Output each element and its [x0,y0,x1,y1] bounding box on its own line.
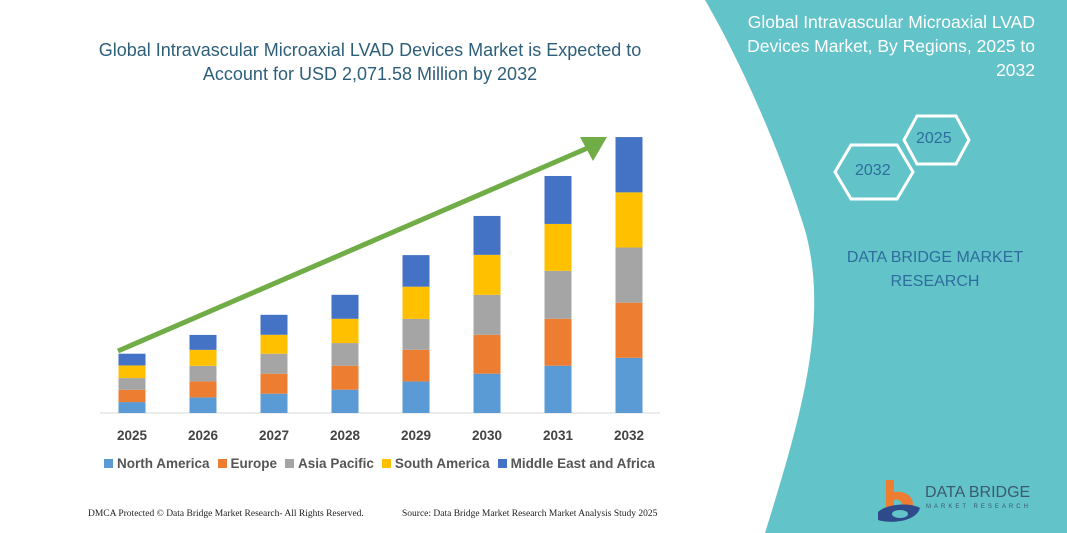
x-tick-label: 2031 [543,428,574,443]
bar-segment-2029-europe [402,349,430,382]
legend-item: Middle East and Africa [497,456,655,471]
footer-source: Source: Data Bridge Market Research Mark… [402,509,658,519]
data-bridge-logo-icon [878,480,920,522]
x-tick-label: 2028 [330,428,361,443]
legend-swatch [381,459,391,468]
x-tick-label: 2030 [472,428,502,443]
bar-segment-2031-south-america [544,223,572,271]
bar-segment-2026-north-america [189,397,217,413]
x-tick-label: 2032 [614,428,644,443]
teal-side-panel [705,0,1067,533]
trend-arrow-shaft [117,144,591,354]
bar-segment-2030-south-america [473,254,501,295]
bar-segment-2032-europe [615,302,643,358]
bar-segment-2030-asia-pacific [473,294,501,335]
legend-swatch [497,459,507,468]
bar-segment-2031-middle-east-and-africa [544,175,572,224]
legend-swatch [285,459,295,468]
legend-swatch [104,459,113,468]
bar-segment-2027-asia-pacific [260,353,288,374]
legend-swatch [217,459,227,468]
bar-segment-2032-middle-east-and-africa [615,137,643,193]
bar-segment-2028-asia-pacific [331,343,359,366]
legend-label: South America [394,456,490,471]
bar-segment-2025-asia-pacific [118,378,146,390]
chart-title: Global Intravascular Microaxial LVAD Dev… [98,40,642,84]
hex-2032-outline [833,143,915,201]
bar-segment-2025-north-america [118,402,146,413]
bar-segment-2027-middle-east-and-africa [260,314,288,335]
bar-segment-2025-middle-east-and-africa [118,353,146,366]
x-tick-label: 2027 [259,428,289,443]
legend-item: South America [381,456,490,471]
trend-arrow-head [580,137,607,161]
legend-label: North America [117,456,210,471]
bar-segment-2028-north-america [331,389,359,413]
side-panel-title: Global Intravascular Microaxial LVAD Dev… [747,12,1035,80]
bar-segment-2031-europe [544,318,572,366]
bar-segment-2026-europe [189,381,217,398]
hex-2025-label: 2025 [916,130,952,147]
x-tick-label: 2026 [188,428,219,443]
bar-segment-2026-middle-east-and-africa [189,334,217,350]
bar-segment-2032-asia-pacific [615,247,643,303]
legend: North America Europe Asia Pacific South Ame… [104,456,655,471]
bar-segment-2026-asia-pacific [189,365,217,382]
bar-segment-2029-south-america [402,286,430,319]
x-tick-label: 2025 [117,428,148,443]
hex-2032-label: 2032 [855,162,891,179]
legend-item: North America [104,456,210,471]
bar-segment-2025-europe [118,389,146,403]
bar-segment-2031-asia-pacific [544,270,572,319]
bar-segment-2030-north-america [473,373,501,413]
legend-item: Europe [217,456,278,471]
bar-segment-2027-south-america [260,334,288,354]
bar-segment-2030-middle-east-and-africa [473,215,501,255]
bar-segment-2031-north-america [544,365,572,413]
bar-segment-2028-south-america [331,318,359,344]
bar-segment-2030-europe [473,334,501,374]
legend-label: Asia Pacific [298,456,374,471]
bar-segment-2029-north-america [402,381,430,413]
brand-text: DATA BRIDGE MARKET RESEARCH [846,249,1024,290]
logo-subtitle: MARKET RESEARCH [926,504,1031,510]
bar-segment-2028-europe [331,365,359,390]
legend-item: Asia Pacific [285,456,374,471]
legend-label: Europe [230,456,278,471]
bar-segment-2027-north-america [260,393,288,413]
x-tick-label: 2029 [401,428,431,443]
bar-segment-2028-middle-east-and-africa [331,294,359,319]
bar-segment-2029-middle-east-and-africa [402,255,430,287]
legend-label: Middle East and Africa [510,456,655,471]
footer-copyright: DMCA Protected © Data Bridge Market Rese… [88,509,364,519]
logo-name: DATA BRIDGE [925,484,1031,501]
bar-segment-2029-asia-pacific [402,318,430,350]
bar-segment-2032-north-america [615,357,643,413]
bar-segment-2026-south-america [189,349,217,366]
bar-segment-2032-south-america [615,192,643,248]
bar-segment-2025-south-america [118,365,146,379]
bar-segment-2027-europe [260,373,288,394]
hex-2025-outline [902,114,971,166]
